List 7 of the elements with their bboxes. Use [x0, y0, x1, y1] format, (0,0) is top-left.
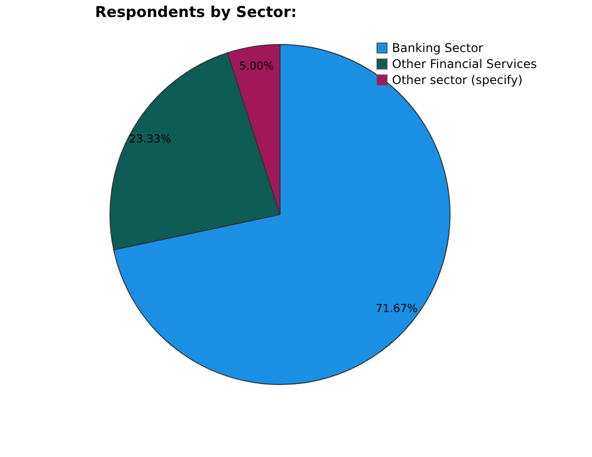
legend-label: Other Financial Services	[392, 57, 537, 71]
data-label: 5.00%	[239, 59, 274, 72]
chart-title: Respondents by Sector:	[95, 3, 297, 21]
data-label: 23.33%	[129, 132, 172, 146]
legend-label: Banking Sector	[392, 41, 484, 55]
data-label: 71.67%	[376, 302, 418, 315]
legend-label: Other sector (specify)	[392, 73, 523, 87]
